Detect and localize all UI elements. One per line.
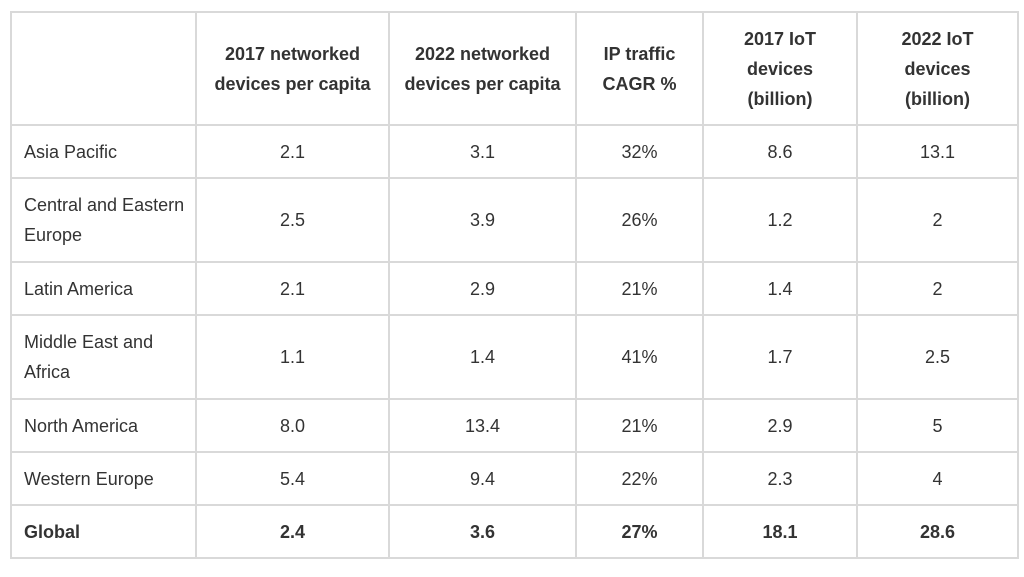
value-cell: 1.4 xyxy=(388,314,577,400)
region-cell: Western Europe xyxy=(10,451,197,506)
value-cell: 2.4 xyxy=(195,504,390,559)
value-cell: 22% xyxy=(575,451,704,506)
region-cell: Central and Eastern Europe xyxy=(10,177,197,263)
value-cell: 2.9 xyxy=(702,398,858,453)
table-header-row: 2017 networked devices per capita 2022 n… xyxy=(10,11,1019,126)
value-cell: 1.1 xyxy=(195,314,390,400)
regional-device-traffic-table: 2017 networked devices per capita 2022 n… xyxy=(10,11,1019,559)
value-cell: 5 xyxy=(856,398,1019,453)
table-row: Middle East and Africa 1.1 1.4 41% 1.7 2… xyxy=(10,314,1019,400)
value-cell: 5.4 xyxy=(195,451,390,506)
region-cell: North America xyxy=(10,398,197,453)
value-cell: 1.7 xyxy=(702,314,858,400)
value-cell: 2.9 xyxy=(388,261,577,316)
value-cell: 3.9 xyxy=(388,177,577,263)
value-cell: 13.4 xyxy=(388,398,577,453)
table-row: Western Europe 5.4 9.4 22% 2.3 4 xyxy=(10,451,1019,506)
value-cell: 41% xyxy=(575,314,704,400)
region-cell: Middle East and Africa xyxy=(10,314,197,400)
value-cell: 2.3 xyxy=(702,451,858,506)
value-cell: 21% xyxy=(575,398,704,453)
table-row: North America 8.0 13.4 21% 2.9 5 xyxy=(10,398,1019,453)
table-row: Central and Eastern Europe 2.5 3.9 26% 1… xyxy=(10,177,1019,263)
value-cell: 3.6 xyxy=(388,504,577,559)
value-cell: 2.1 xyxy=(195,124,390,179)
value-cell: 1.2 xyxy=(702,177,858,263)
value-cell: 3.1 xyxy=(388,124,577,179)
value-cell: 2.5 xyxy=(195,177,390,263)
value-cell: 21% xyxy=(575,261,704,316)
table-row: Asia Pacific 2.1 3.1 32% 8.6 13.1 xyxy=(10,124,1019,179)
header-2022-iot-devices: 2022 IoT devices (billion) xyxy=(856,11,1019,126)
header-ip-traffic-cagr: IP traffic CAGR % xyxy=(575,11,704,126)
value-cell: 28.6 xyxy=(856,504,1019,559)
value-cell: 4 xyxy=(856,451,1019,506)
header-2017-devices-per-capita: 2017 networked devices per capita xyxy=(195,11,390,126)
region-cell: Asia Pacific xyxy=(10,124,197,179)
value-cell: 2.1 xyxy=(195,261,390,316)
table-row: Latin America 2.1 2.9 21% 1.4 2 xyxy=(10,261,1019,316)
value-cell: 1.4 xyxy=(702,261,858,316)
value-cell: 2 xyxy=(856,177,1019,263)
value-cell: 2 xyxy=(856,261,1019,316)
value-cell: 32% xyxy=(575,124,704,179)
value-cell: 27% xyxy=(575,504,704,559)
header-2017-iot-devices: 2017 IoT devices (billion) xyxy=(702,11,858,126)
value-cell: 2.5 xyxy=(856,314,1019,400)
table-container: 2017 networked devices per capita 2022 n… xyxy=(10,11,1019,559)
value-cell: 8.0 xyxy=(195,398,390,453)
value-cell: 13.1 xyxy=(856,124,1019,179)
value-cell: 26% xyxy=(575,177,704,263)
header-region xyxy=(10,11,197,126)
table-total-row: Global 2.4 3.6 27% 18.1 28.6 xyxy=(10,504,1019,559)
value-cell: 18.1 xyxy=(702,504,858,559)
value-cell: 8.6 xyxy=(702,124,858,179)
header-2022-devices-per-capita: 2022 networked devices per capita xyxy=(388,11,577,126)
value-cell: 9.4 xyxy=(388,451,577,506)
region-cell: Latin America xyxy=(10,261,197,316)
region-cell: Global xyxy=(10,504,197,559)
